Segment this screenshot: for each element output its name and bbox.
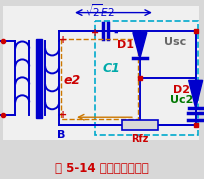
Polygon shape — [189, 80, 203, 108]
Bar — [36, 38, 42, 118]
Text: +: + — [91, 28, 99, 38]
Text: Usc: Usc — [164, 37, 186, 47]
Text: D2: D2 — [173, 85, 190, 95]
Text: e2: e2 — [63, 74, 81, 87]
Text: -: - — [114, 28, 118, 38]
Bar — [122, 120, 158, 130]
Text: +: + — [59, 35, 67, 45]
Bar — [3, 6, 199, 140]
Text: C1: C1 — [103, 62, 121, 75]
Text: D1: D1 — [118, 40, 134, 50]
Polygon shape — [133, 33, 147, 58]
Text: Uc2: Uc2 — [170, 95, 193, 105]
Text: B: B — [57, 130, 65, 140]
Bar — [61, 38, 138, 119]
Text: $\sqrt{2}E2$: $\sqrt{2}E2$ — [85, 2, 115, 19]
Text: +: + — [59, 110, 67, 120]
Text: 图 5-14 二倍压整流电路: 图 5-14 二倍压整流电路 — [55, 161, 149, 175]
Bar — [95, 21, 198, 135]
Text: Rfz: Rfz — [131, 134, 149, 144]
